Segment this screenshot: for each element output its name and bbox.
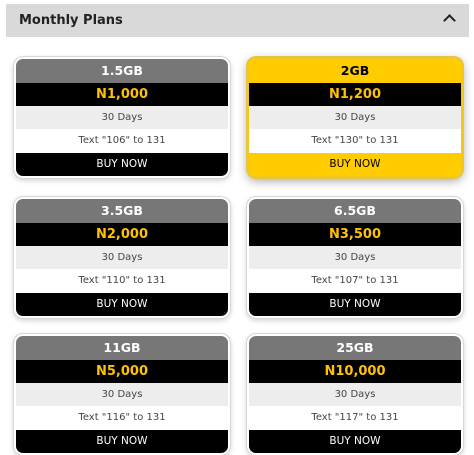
buy-now-button[interactable]: BUY NOW (16, 293, 228, 316)
plan-size: 2GB (249, 59, 461, 83)
plan-price: N1,000 (16, 83, 228, 106)
plan-size: 1.5GB (16, 59, 228, 83)
buy-now-button[interactable]: BUY NOW (249, 293, 461, 316)
monthly-plans-header[interactable]: Monthly Plans (6, 4, 469, 37)
plan-instruction: Text "116" to 131 (16, 406, 228, 430)
plan-instruction: Text "106" to 131 (16, 129, 228, 153)
plan-instruction: Text "110" to 131 (16, 269, 228, 293)
plan-card-6-5gb: 6.5GB N3,500 30 Days Text "107" to 131 B… (247, 197, 463, 318)
plan-price: N1,200 (249, 83, 461, 106)
plan-validity: 30 Days (16, 246, 228, 269)
plan-card-2gb: 2GB N1,200 30 Days Text "130" to 131 BUY… (247, 57, 463, 178)
plan-price: N2,000 (16, 223, 228, 246)
buy-now-button[interactable]: BUY NOW (249, 153, 461, 176)
plan-validity: 30 Days (249, 246, 461, 269)
plan-price: N3,500 (249, 223, 461, 246)
plan-card-11gb: 11GB N5,000 30 Days Text "116" to 131 BU… (14, 334, 230, 455)
plan-card-25gb: 25GB N10,000 30 Days Text "117" to 131 B… (247, 334, 463, 455)
plan-size: 11GB (16, 336, 228, 360)
plan-size: 6.5GB (249, 199, 461, 223)
plan-instruction: Text "107" to 131 (249, 269, 461, 293)
plan-validity: 30 Days (16, 383, 228, 406)
buy-now-button[interactable]: BUY NOW (249, 430, 461, 453)
plan-validity: 30 Days (249, 383, 461, 406)
plan-price: N5,000 (16, 360, 228, 383)
plan-validity: 30 Days (16, 106, 228, 129)
plan-size: 25GB (249, 336, 461, 360)
plan-size: 3.5GB (16, 199, 228, 223)
plan-instruction: Text "130" to 131 (249, 129, 461, 153)
chevron-up-icon[interactable] (443, 14, 456, 27)
plan-price: N10,000 (249, 360, 461, 383)
plan-validity: 30 Days (249, 106, 461, 129)
section-title: Monthly Plans (19, 13, 123, 28)
plan-instruction: Text "117" to 131 (249, 406, 461, 430)
plan-card-1-5gb: 1.5GB N1,000 30 Days Text "106" to 131 B… (14, 57, 230, 178)
buy-now-button[interactable]: BUY NOW (16, 153, 228, 176)
plan-card-3-5gb: 3.5GB N2,000 30 Days Text "110" to 131 B… (14, 197, 230, 318)
buy-now-button[interactable]: BUY NOW (16, 430, 228, 453)
